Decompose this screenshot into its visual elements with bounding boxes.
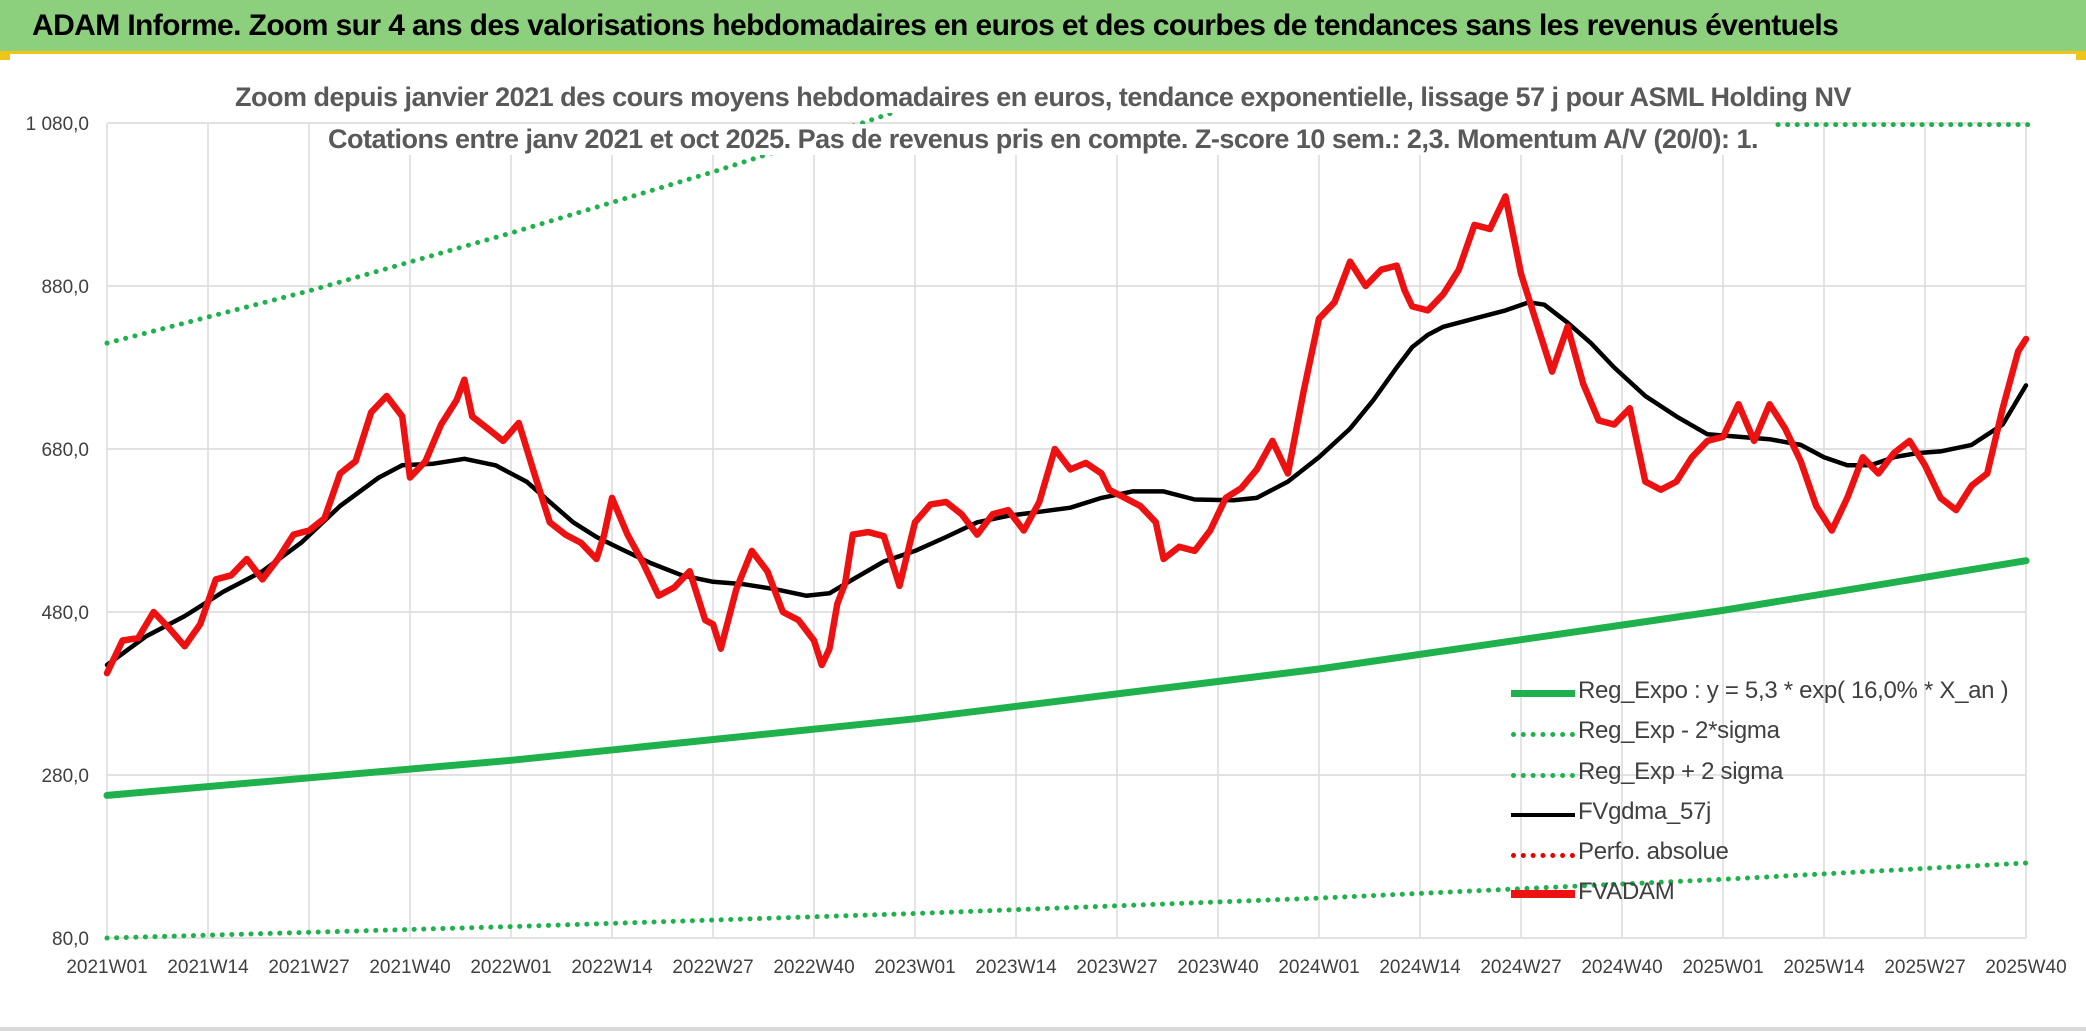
x-tick-label: 2022W27 <box>672 957 753 978</box>
x-tick-label: 2025W27 <box>1884 957 1965 978</box>
y-tick-label: 80,0 <box>52 929 89 950</box>
series-line-reg-expo-y-5-3-exp-16-0-x-an <box>103 557 2030 799</box>
x-tick-label: 2021W14 <box>167 957 249 978</box>
x-tick-label: 2025W40 <box>1985 957 2066 978</box>
axis-layer: 80,0 280,0 480,0 680,0 880,0 1 080,0 2021W01 20… <box>26 114 2067 978</box>
legend-item-reg-exp-minus: Reg_Exp - 2*sigma <box>1505 713 2025 753</box>
y-tick-label: 280,0 <box>41 766 89 787</box>
x-tick-label: 2022W40 <box>773 957 854 978</box>
legend-swatch-fvgdma <box>1511 812 1575 817</box>
x-tick-label: 2023W27 <box>1076 957 1157 978</box>
legend-label-perfo-absolue: Perfo. absolue <box>1578 838 1729 866</box>
report-header: ADAM Informe. Zoom sur 4 ans des valoris… <box>0 0 2086 54</box>
legend-swatch-perfo-absolue <box>1511 853 1575 859</box>
legend-label-reg-exp-plus: Reg_Exp + 2 sigma <box>1578 757 1784 785</box>
x-tick-label: 2023W14 <box>975 957 1057 978</box>
line-chart: 80,0 280,0 480,0 680,0 880,0 1 080,0 2021W01 20… <box>26 111 2067 978</box>
chart-subtitle: Cotations entre janv 2021 et oct 2025. P… <box>0 124 2086 155</box>
legend-swatch-fvadam <box>1511 890 1575 899</box>
report-title: ADAM Informe. Zoom sur 4 ans des valoris… <box>32 9 1839 42</box>
legend-label-reg-exp-minus: Reg_Exp - 2*sigma <box>1578 717 1780 745</box>
legend-item-perfo-absolue: Perfo. absolue <box>1505 834 2025 874</box>
series-line-fvadam <box>103 193 2030 677</box>
x-tick-label: 2023W40 <box>1177 957 1258 978</box>
legend-label-fvgdma: FVgdma_57j <box>1578 797 1712 825</box>
x-tick-label: 2023W01 <box>874 957 955 978</box>
chart-title-text: Zoom depuis janvier 2021 des cours moyen… <box>223 82 1863 113</box>
y-tick-label: 480,0 <box>41 603 89 624</box>
y-tick-label: 880,0 <box>41 277 89 298</box>
x-tick-label: 2024W27 <box>1480 957 1561 978</box>
corner-mark-left <box>0 52 10 60</box>
legend-swatch-reg-exp-plus <box>1511 772 1575 778</box>
x-tick-label: 2025W14 <box>1783 957 1865 978</box>
legend-label-reg-expo: Reg_Expo : y = 5,3 * exp( 16,0% * X_an ) <box>1578 677 2009 704</box>
x-tick-label: 2024W14 <box>1379 957 1461 978</box>
legend-swatch-reg-expo <box>1511 690 1575 697</box>
series-line-reg-exp-2-sigma <box>104 111 906 346</box>
chart-legend: Reg_Expo : y = 5,3 * exp( 16,0% * X_an )… <box>1505 673 2025 915</box>
chart-subtitle-text: Cotations entre janv 2021 et oct 2025. P… <box>315 124 1771 155</box>
corner-mark-right <box>2076 52 2086 60</box>
legend-item-reg-exp-plus: Reg_Exp + 2 sigma <box>1505 754 2025 794</box>
series-line-reg-exp-2-sigma <box>104 860 2029 941</box>
legend-item-fvgdma: FVgdma_57j <box>1505 794 2025 834</box>
chart-title: Zoom depuis janvier 2021 des cours moyen… <box>0 82 2086 113</box>
x-tick-label: 2022W14 <box>571 957 653 978</box>
legend-item-reg-expo: Reg_Expo : y = 5,3 * exp( 16,0% * X_an ) <box>1505 673 2025 713</box>
x-tick-label: 2021W01 <box>66 957 147 978</box>
legend-label-fvadam: FVADAM <box>1578 878 1675 906</box>
x-tick-label: 2021W27 <box>268 957 349 978</box>
series-layer <box>103 111 2033 941</box>
legend-swatch-reg-exp-minus <box>1511 732 1575 738</box>
y-tick-label: 1 080,0 <box>26 114 89 135</box>
x-tick-label: 2024W40 <box>1581 957 1662 978</box>
legend-item-fvadam: FVADAM <box>1505 874 2025 914</box>
bottom-border <box>0 1027 2086 1031</box>
y-tick-label: 680,0 <box>41 440 89 461</box>
x-tick-label: 2022W01 <box>470 957 551 978</box>
x-tick-label: 2021W40 <box>369 957 450 978</box>
x-tick-label: 2025W01 <box>1682 957 1763 978</box>
grid-layer <box>106 122 2027 939</box>
series-line-fvgdma-57j <box>104 300 2029 668</box>
x-tick-label: 2024W01 <box>1278 957 1359 978</box>
